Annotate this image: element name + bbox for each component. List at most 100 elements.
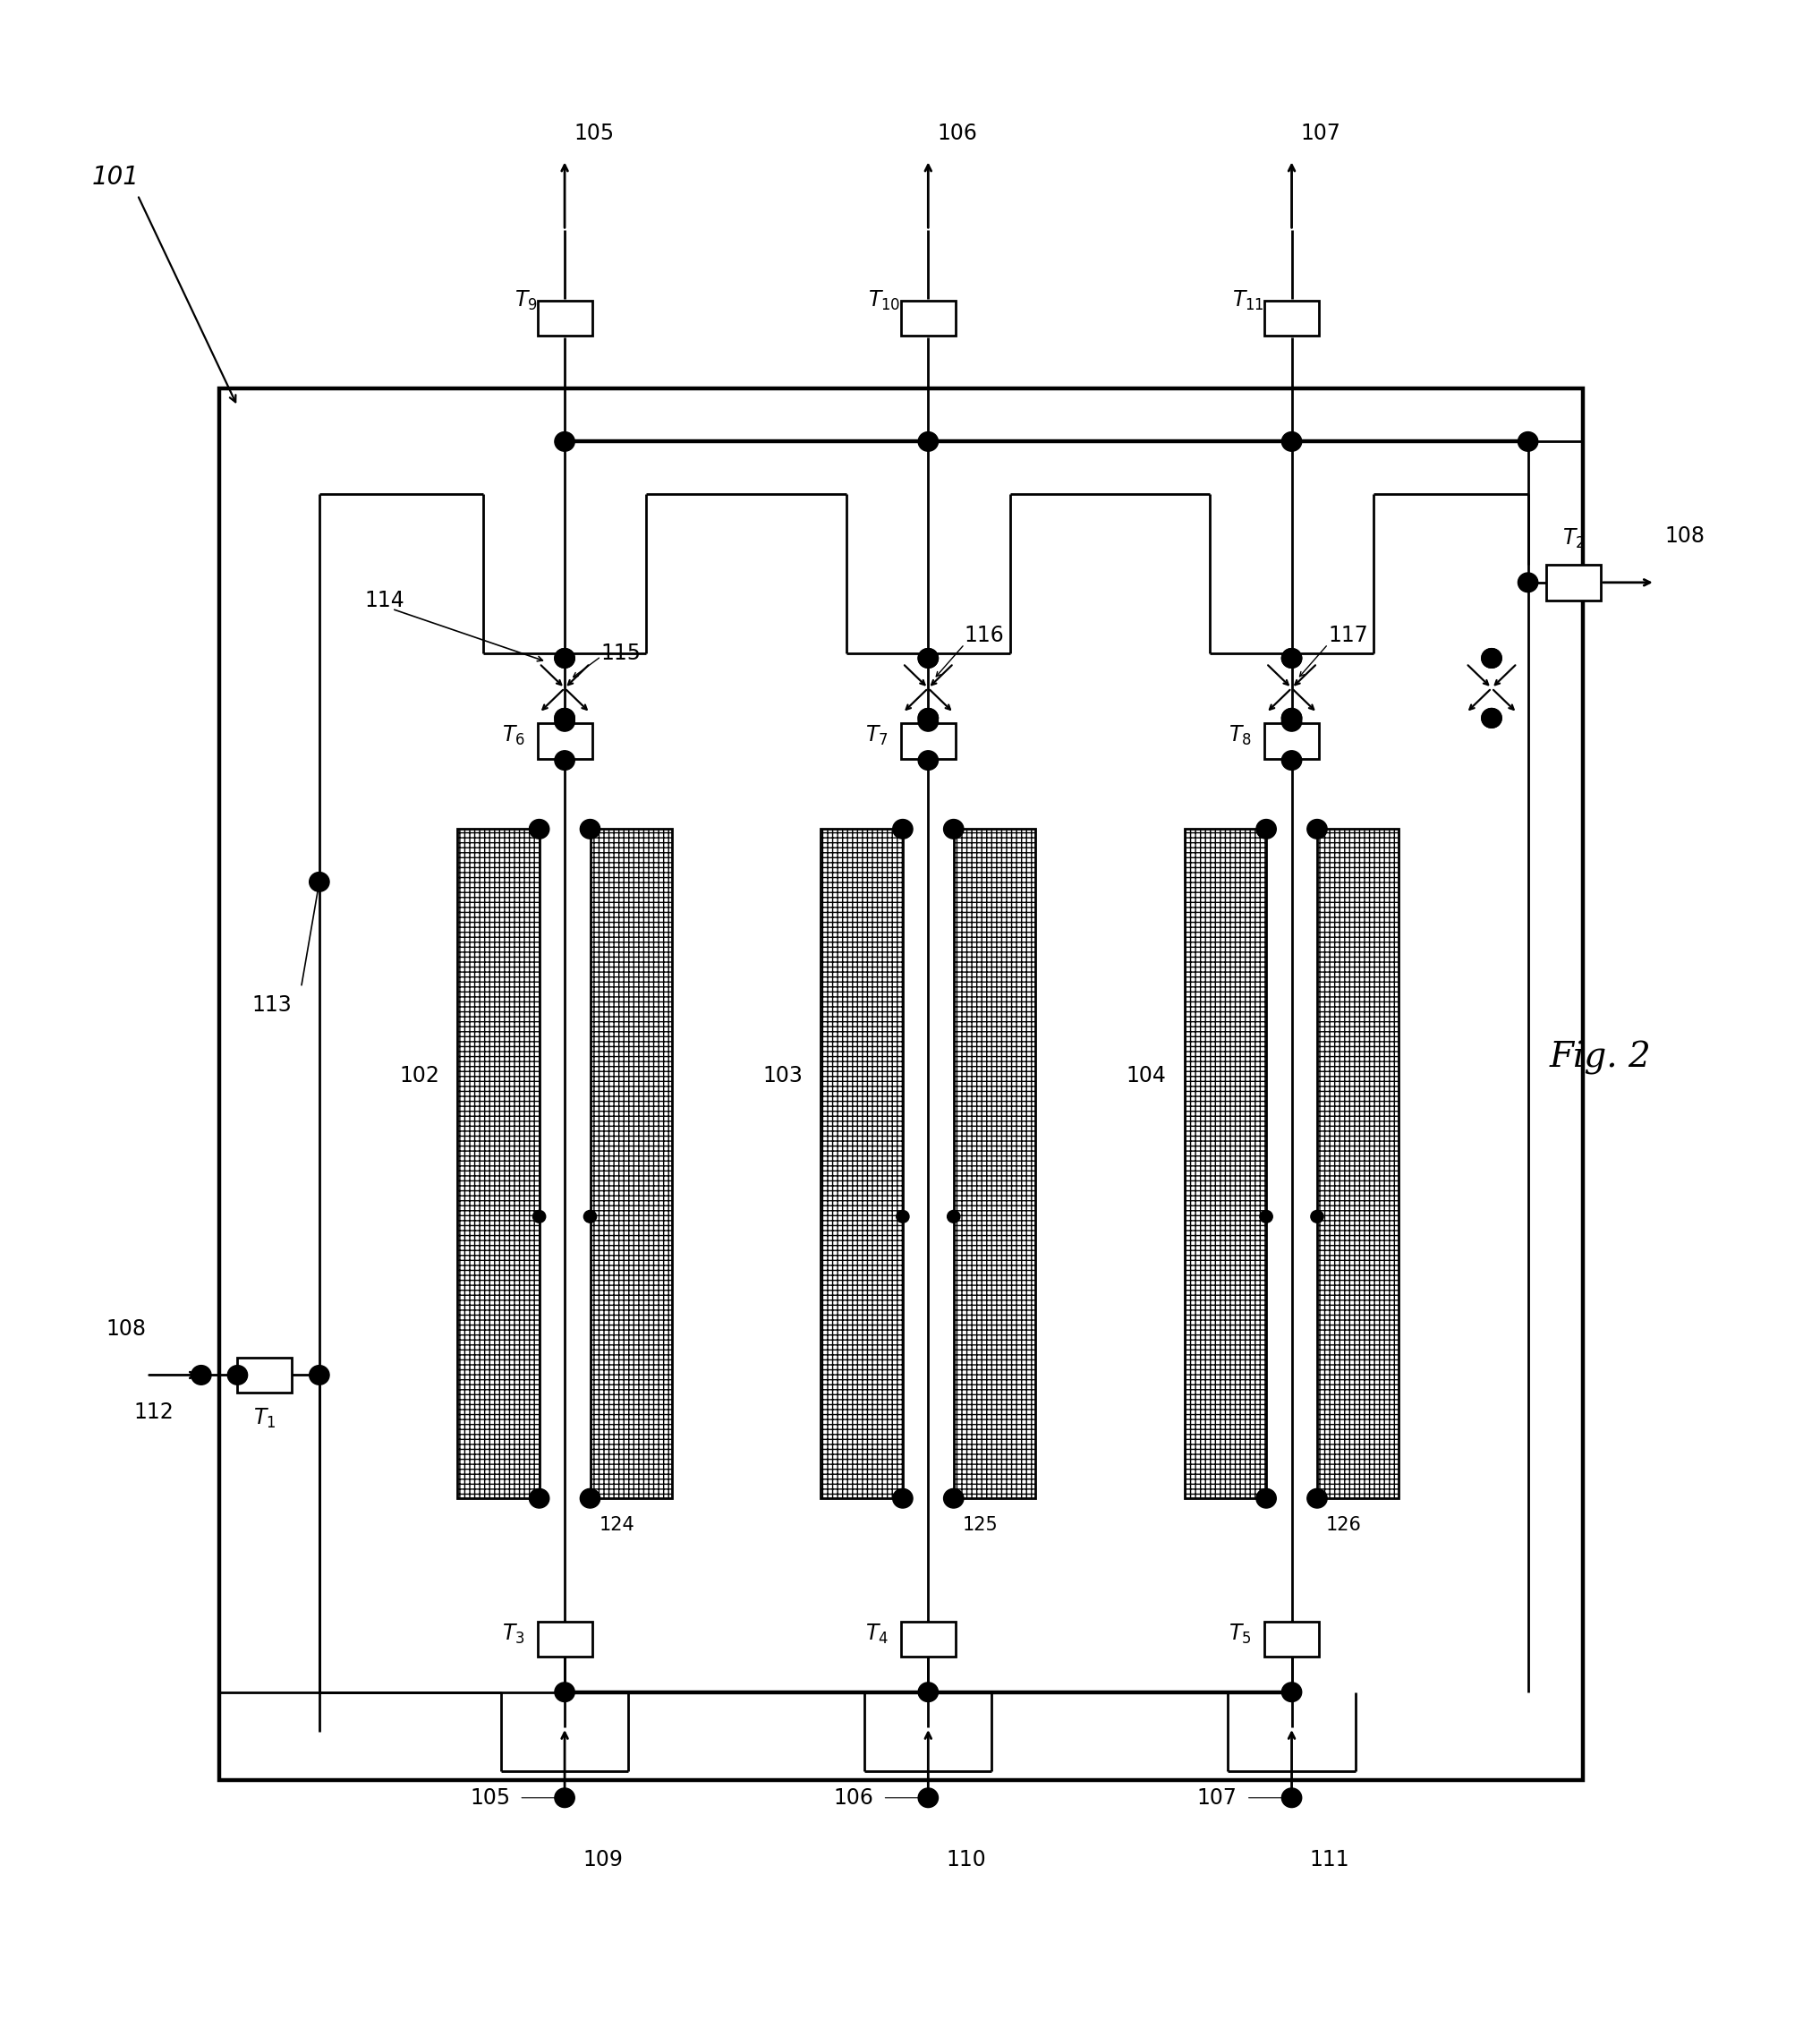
Bar [1265, 300, 1320, 337]
Text: 121: 121 [977, 1101, 1012, 1119]
Circle shape [897, 1211, 910, 1223]
Circle shape [1307, 819, 1327, 840]
Text: 106: 106 [834, 1787, 874, 1809]
Circle shape [894, 819, 912, 840]
Circle shape [1281, 712, 1301, 732]
Text: 109: 109 [582, 1850, 622, 1870]
Circle shape [917, 649, 937, 667]
Bar [1547, 566, 1600, 600]
Circle shape [1281, 750, 1301, 771]
Text: $T_5$: $T_5$ [1228, 1622, 1252, 1645]
Circle shape [917, 708, 937, 728]
Circle shape [917, 712, 937, 732]
Text: $T_{10}$: $T_{10}$ [868, 288, 901, 312]
Circle shape [1281, 1789, 1301, 1807]
Text: 101: 101 [93, 164, 140, 191]
Circle shape [1281, 432, 1301, 452]
Circle shape [1481, 708, 1502, 728]
Bar [1185, 829, 1267, 1499]
Circle shape [1259, 1211, 1272, 1223]
Text: 102: 102 [399, 1065, 439, 1087]
Text: Fig. 2: Fig. 2 [1551, 1040, 1651, 1075]
Text: $T_1$: $T_1$ [253, 1407, 277, 1430]
Circle shape [555, 712, 575, 732]
Circle shape [555, 1789, 575, 1807]
Text: 105: 105 [470, 1787, 510, 1809]
Circle shape [1281, 708, 1301, 728]
Text: 122: 122 [1207, 1101, 1243, 1119]
Circle shape [917, 1789, 937, 1807]
Text: 119: 119 [613, 1101, 650, 1119]
Circle shape [917, 750, 937, 771]
Text: $T_7$: $T_7$ [864, 724, 888, 748]
Circle shape [228, 1365, 248, 1385]
Circle shape [555, 750, 575, 771]
Text: 126: 126 [1327, 1517, 1361, 1533]
Bar [457, 829, 539, 1499]
Circle shape [1307, 1489, 1327, 1509]
Bar [537, 300, 592, 337]
Text: $T_6$: $T_6$ [502, 724, 524, 748]
Circle shape [584, 1211, 597, 1223]
Text: 112: 112 [135, 1401, 175, 1424]
Bar [590, 829, 672, 1499]
Circle shape [917, 649, 937, 667]
Circle shape [1256, 819, 1276, 840]
Text: 116: 116 [965, 625, 1005, 647]
Circle shape [1518, 432, 1538, 452]
Circle shape [1256, 1489, 1276, 1509]
Circle shape [555, 708, 575, 728]
Text: $T_8$: $T_8$ [1228, 724, 1252, 748]
Bar [1318, 829, 1400, 1499]
Circle shape [1281, 649, 1301, 667]
Circle shape [1281, 708, 1301, 728]
Circle shape [1281, 1683, 1301, 1701]
Bar [537, 724, 592, 758]
Text: 106: 106 [937, 122, 977, 144]
Circle shape [943, 819, 963, 840]
Circle shape [1481, 708, 1502, 728]
Text: 113: 113 [251, 994, 291, 1016]
Circle shape [555, 432, 575, 452]
Bar [901, 724, 956, 758]
Text: 125: 125 [963, 1517, 999, 1533]
Bar [537, 1622, 592, 1657]
Circle shape [555, 649, 575, 667]
Text: 120: 120 [844, 1101, 879, 1119]
Circle shape [917, 1683, 937, 1701]
Text: $T_9$: $T_9$ [515, 288, 537, 312]
Circle shape [581, 1489, 601, 1509]
Bar [821, 829, 903, 1499]
Circle shape [1518, 572, 1538, 592]
Circle shape [555, 649, 575, 667]
Circle shape [530, 1489, 550, 1509]
Text: 111: 111 [1310, 1850, 1350, 1870]
Circle shape [946, 1211, 959, 1223]
Text: 117: 117 [1329, 625, 1369, 647]
Circle shape [191, 1365, 211, 1385]
Circle shape [555, 1683, 575, 1701]
Text: 123: 123 [1340, 1101, 1376, 1119]
Bar [954, 829, 1036, 1499]
Text: 114: 114 [364, 590, 404, 610]
Text: 108: 108 [106, 1318, 147, 1341]
Circle shape [581, 819, 601, 840]
Circle shape [917, 708, 937, 728]
Text: 104: 104 [1127, 1065, 1167, 1087]
Bar [901, 1622, 956, 1657]
Circle shape [917, 432, 937, 452]
Text: $T_2$: $T_2$ [1562, 527, 1585, 552]
Circle shape [309, 872, 329, 892]
Circle shape [309, 1365, 329, 1385]
Circle shape [533, 1211, 546, 1223]
Bar [220, 389, 1582, 1781]
Circle shape [943, 1489, 963, 1509]
Text: $T_{11}$: $T_{11}$ [1232, 288, 1265, 312]
Text: 108: 108 [1663, 525, 1705, 548]
Text: 107: 107 [1301, 122, 1341, 144]
Circle shape [894, 1489, 912, 1509]
Text: 124: 124 [599, 1517, 635, 1533]
Text: $T_4$: $T_4$ [864, 1622, 888, 1645]
Text: 105: 105 [573, 122, 613, 144]
Text: 115: 115 [601, 643, 641, 663]
